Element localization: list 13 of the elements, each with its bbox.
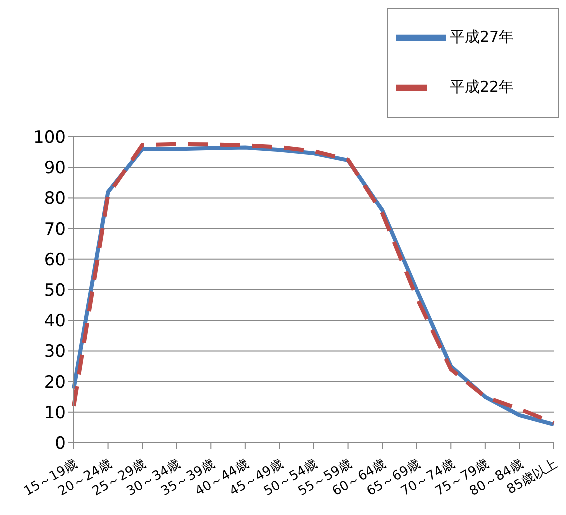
y-tick-label: 50	[44, 281, 66, 302]
y-tick-label: 40	[44, 312, 66, 332]
y-tick-label: 0	[55, 434, 66, 454]
y-tick-label: 30	[44, 342, 66, 362]
y-tick-label: 80	[44, 189, 66, 210]
legend-label: 平成22年	[450, 78, 514, 96]
y-tick-label: 90	[44, 158, 66, 179]
y-tick-label: 10	[44, 403, 66, 424]
legend-label: 平成27年	[450, 28, 514, 46]
y-tick-label: 100	[34, 128, 66, 148]
y-tick-label: 70	[44, 220, 66, 240]
y-tick-label: 20	[44, 372, 66, 393]
y-tick-label: 60	[44, 250, 66, 270]
